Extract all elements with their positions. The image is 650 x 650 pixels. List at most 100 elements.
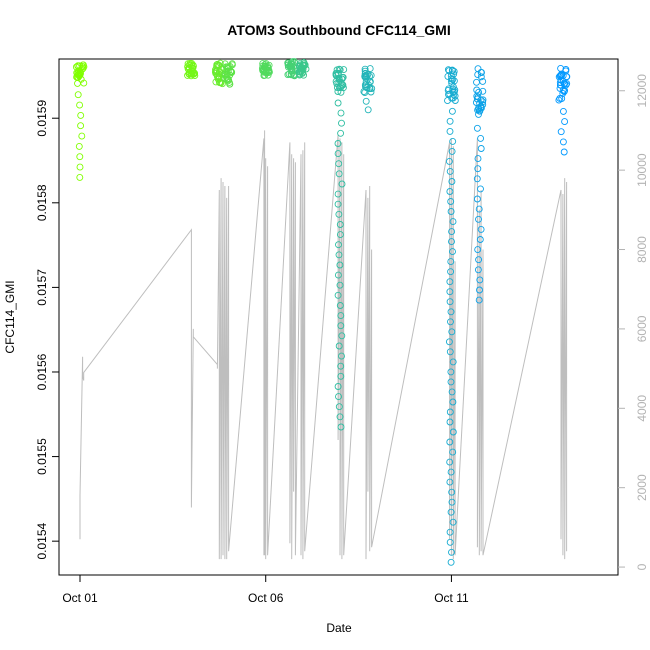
- data-point: [557, 128, 565, 136]
- data-point: [447, 308, 455, 316]
- data-point: [337, 88, 345, 96]
- data-point: [479, 101, 487, 109]
- altitude-line: [79, 130, 568, 560]
- y2-tick-label: 10000: [635, 153, 649, 187]
- data-point: [78, 132, 86, 140]
- data-point: [77, 111, 85, 119]
- data-point: [559, 107, 567, 115]
- data-point: [447, 198, 455, 205]
- data-point: [556, 81, 564, 89]
- data-point: [334, 383, 342, 390]
- data-point: [473, 78, 480, 86]
- data-point: [361, 65, 369, 73]
- data-point: [448, 388, 456, 396]
- data-point: [335, 75, 343, 83]
- y2-axis: 0 2000 4000 6000 8000 10000 12000: [618, 74, 649, 570]
- data-point: [449, 428, 457, 436]
- data-point: [301, 61, 309, 69]
- data-point: [446, 438, 454, 446]
- data-point: [335, 170, 343, 178]
- data-point: [223, 70, 231, 78]
- data-point: [447, 468, 455, 476]
- data-point: [221, 60, 229, 68]
- data-point: [337, 423, 345, 431]
- data-point: [335, 403, 343, 411]
- data-point: [336, 221, 344, 228]
- x-axis-label: Date: [326, 621, 352, 635]
- data-point: [189, 68, 197, 76]
- x-axis: Oct 01 Oct 06 Oct 11: [62, 574, 469, 605]
- data-point: [475, 88, 483, 96]
- data-point: [334, 200, 342, 208]
- data-point: [447, 258, 455, 266]
- data-point: [263, 66, 271, 74]
- x-tick-label: Oct 01: [62, 591, 98, 605]
- data-point: [334, 70, 342, 78]
- data-point: [185, 70, 193, 78]
- data-point: [474, 71, 482, 79]
- data-point: [284, 71, 292, 79]
- data-point: [559, 138, 567, 146]
- data-point: [446, 278, 454, 286]
- data-point: [446, 167, 454, 175]
- x-tick-label: Oct 06: [248, 591, 284, 605]
- data-point: [448, 107, 456, 115]
- data-point: [336, 281, 344, 289]
- data-point: [264, 67, 272, 75]
- data-point: [449, 358, 457, 366]
- data-point: [446, 408, 454, 416]
- data-point: [449, 248, 456, 256]
- data-point: [446, 528, 454, 536]
- data-point: [287, 62, 295, 70]
- data-point: [335, 160, 343, 168]
- data-point: [77, 122, 85, 130]
- data-point: [337, 109, 345, 117]
- y-tick-label: 0.0157: [35, 269, 49, 306]
- data-point: [445, 157, 453, 165]
- data-point: [447, 208, 455, 215]
- data-point: [473, 95, 481, 103]
- data-point: [228, 68, 236, 76]
- data-point: [76, 153, 84, 161]
- data-point: [187, 61, 195, 69]
- data-point: [474, 65, 482, 73]
- data-point: [446, 348, 454, 356]
- data-point: [336, 413, 344, 421]
- data-point: [336, 261, 344, 269]
- data-point: [334, 88, 342, 95]
- data-point: [360, 88, 368, 96]
- data-point: [447, 508, 455, 516]
- data-point: [473, 124, 481, 132]
- y2-tick-label: 4000: [635, 395, 649, 422]
- data-point: [361, 72, 369, 80]
- y2-tick-label: 8000: [635, 236, 649, 263]
- data-point: [447, 318, 454, 326]
- data-point: [555, 96, 563, 104]
- data-point: [216, 79, 224, 87]
- data-point: [76, 173, 84, 181]
- data-point: [333, 66, 341, 74]
- data-point: [338, 332, 346, 340]
- data-point: [334, 140, 342, 147]
- y-axis-label: CFC114_GMI: [3, 280, 17, 353]
- data-point: [562, 67, 570, 75]
- data-point: [334, 271, 342, 279]
- data-point: [474, 266, 482, 274]
- data-point: [296, 68, 304, 76]
- data-point: [450, 68, 458, 75]
- data-point: [362, 97, 370, 105]
- y2-tick-label: 2000: [635, 474, 649, 501]
- data-point: [475, 105, 483, 113]
- y-tick-label: 0.0155: [35, 438, 49, 475]
- data-point: [448, 238, 455, 246]
- data-point: [445, 338, 453, 346]
- data-point: [335, 342, 343, 350]
- data-point: [560, 148, 568, 156]
- data-point: [556, 72, 564, 80]
- data-point: [447, 558, 455, 566]
- data-point: [473, 195, 481, 203]
- data-point: [334, 190, 342, 198]
- data-point: [475, 215, 482, 223]
- data-point: [77, 75, 85, 83]
